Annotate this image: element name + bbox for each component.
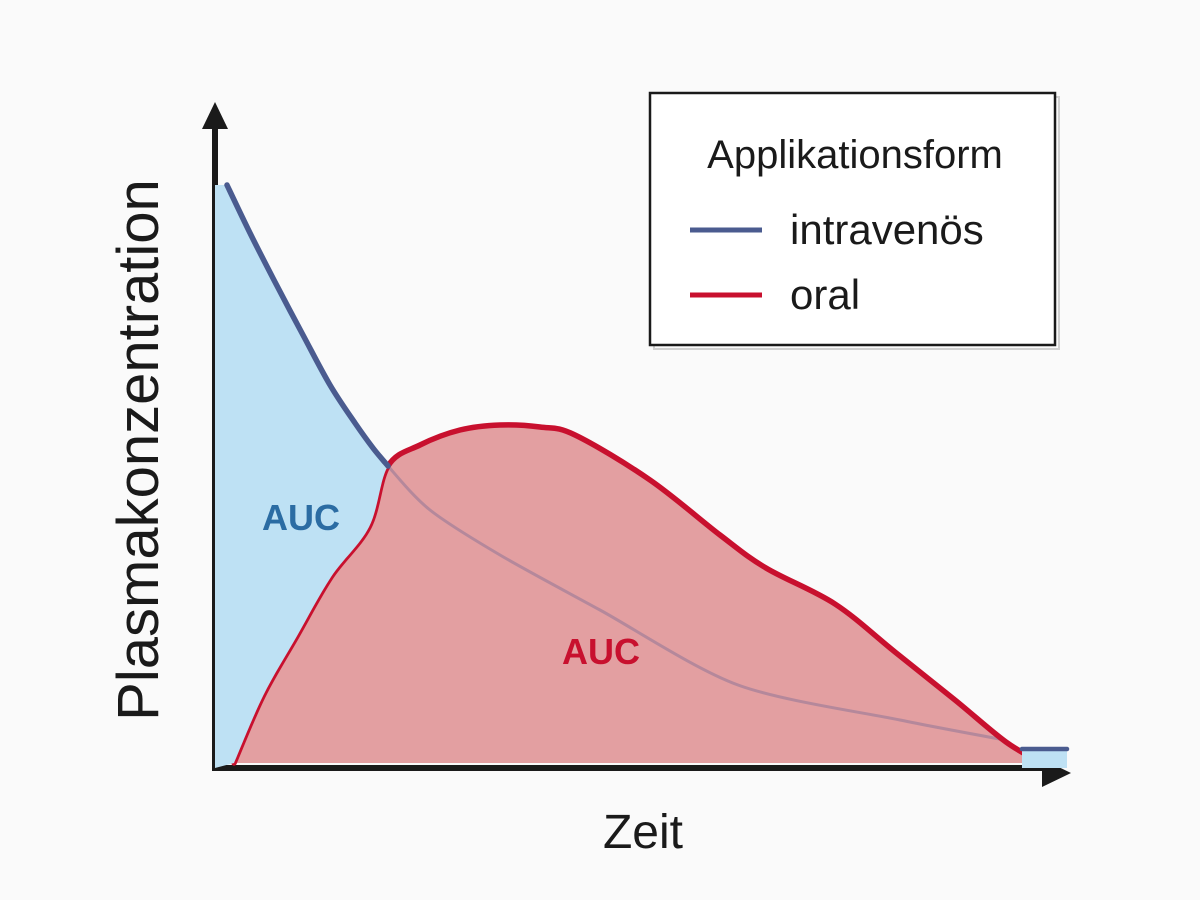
svg-text:Zeit: Zeit [603,806,683,859]
svg-text:AUC: AUC [262,497,340,538]
svg-text:intravenös: intravenös [790,206,984,253]
svg-text:Applikationsform: Applikationsform [707,133,1003,177]
svg-text:AUC: AUC [562,631,640,672]
svg-text:Plasmakonzentration: Plasmakonzentration [106,179,171,721]
svg-text:oral: oral [790,271,860,318]
